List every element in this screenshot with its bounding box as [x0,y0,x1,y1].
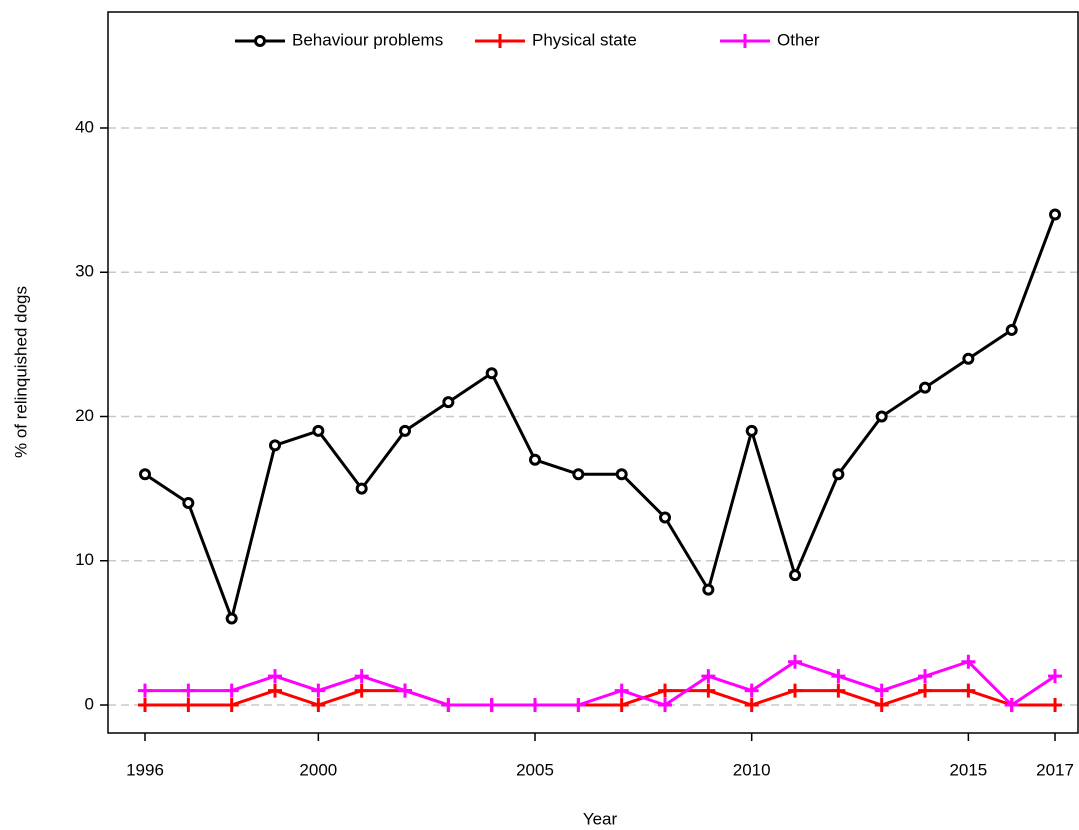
data-point [138,698,153,713]
data-point [615,468,628,481]
y-tick-label: 0 [85,694,94,713]
data-point [138,683,153,698]
data-point [139,468,152,481]
data-point [832,468,845,481]
y-tick-label: 30 [75,262,94,281]
data-point [485,367,498,380]
legend-label: Physical state [532,30,637,49]
data-point [529,453,542,466]
data-point [961,654,976,669]
series-line [144,214,1057,620]
data-point [744,683,759,698]
data-point [181,683,196,698]
data-point [268,683,283,698]
legend-label: Other [777,30,820,49]
data-point [658,683,673,698]
x-axis-label: Year [583,809,618,828]
x-tick-label: 2017 [1036,760,1074,779]
data-point [789,569,802,582]
data-point [312,424,325,437]
legend-marker [493,34,507,48]
data-point [614,698,629,713]
data-point [269,439,282,452]
data-point [441,698,456,713]
data-point [225,612,238,625]
y-tick-label: 10 [75,550,94,569]
x-tick-label: 2005 [516,760,554,779]
data-point [614,683,629,698]
data-point [918,669,933,684]
data-point [1049,208,1062,221]
series-line [145,689,1056,707]
data-point [874,683,889,698]
data-point [962,352,975,365]
x-tick-label: 2010 [733,760,771,779]
data-point [831,683,846,698]
data-point [224,698,239,713]
data-point [788,654,803,669]
data-point [919,381,932,394]
data-point [311,683,326,698]
data-point [442,396,455,409]
data-point [354,669,369,684]
data-point [398,683,413,698]
x-tick-label: 1996 [126,760,164,779]
legend-marker [254,35,266,47]
data-point [355,482,368,495]
data-point [659,511,672,524]
data-point [745,424,758,437]
data-point [571,698,586,713]
data-point [572,468,585,481]
data-point [224,683,239,698]
y-tick-label: 20 [75,406,94,425]
data-point [874,698,889,713]
data-point [1005,323,1018,336]
data-point [831,669,846,684]
data-point [354,683,369,698]
x-tick-label: 2000 [299,760,337,779]
data-point [484,698,499,713]
data-point [399,424,412,437]
y-axis-label: % of relinquished dogs [11,286,30,458]
data-point [268,669,283,684]
data-point [788,683,803,698]
data-point [744,698,759,713]
data-point [1004,698,1019,713]
data-point [918,683,933,698]
data-point [1048,698,1063,713]
data-point [961,683,976,698]
data-point [701,669,716,684]
data-point [875,410,888,423]
series-line [145,660,1056,707]
data-point [701,683,716,698]
legend-marker [738,34,752,48]
data-point [528,698,543,713]
data-point [658,698,673,713]
data-point [181,698,196,713]
x-tick-label: 2015 [949,760,987,779]
data-point [1048,669,1063,684]
data-point [182,497,195,510]
plot-frame [107,11,1079,734]
y-tick-label: 40 [75,117,94,136]
data-point [311,698,326,713]
legend-label: Behaviour problems [292,30,443,49]
data-point [702,583,715,596]
